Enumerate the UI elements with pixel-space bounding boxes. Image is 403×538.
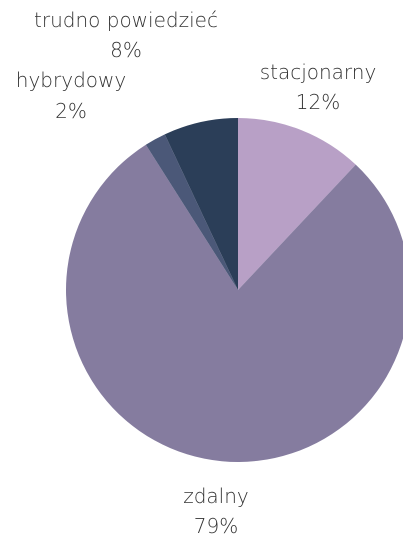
slice-pct-trudno-powiedziec: 8% [110,38,142,62]
slice-hybrydowy [145,134,238,290]
slice-label-hybrydowy: hybrydowy [16,68,126,92]
slice-label-trudno-powiedziec: trudno powiedzieć [34,8,218,32]
slice-stacjonarny [238,118,356,290]
slice-pct-zdalny: 79% [194,514,238,538]
slice-trudno-powiedzie- [164,118,238,290]
slice-pct-stacjonarny: 12% [296,90,340,114]
pie-slices [66,118,403,463]
slice-label-zdalny: zdalny [183,484,249,508]
slice-label-stacjonarny: stacjonarny [260,60,377,84]
slice-zdalny [66,144,403,463]
slice-pct-hybrydowy: 2% [55,99,87,123]
